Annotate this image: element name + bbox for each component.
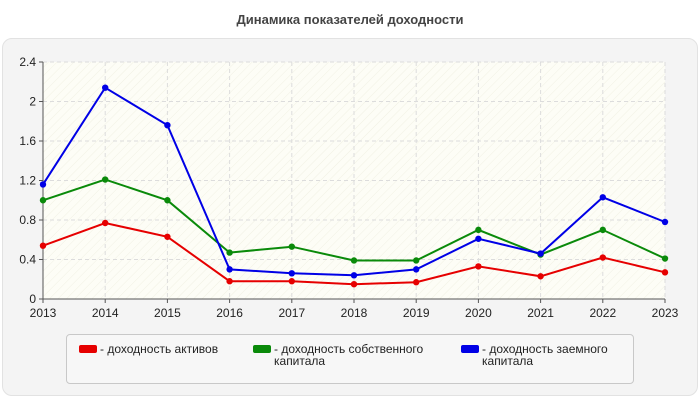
data-point-2 bbox=[537, 250, 544, 257]
data-point-2 bbox=[350, 272, 358, 279]
data-point-2 bbox=[288, 270, 295, 277]
data-point-1 bbox=[39, 197, 47, 204]
y-tick-label: 0.8 bbox=[19, 213, 36, 227]
data-point-0 bbox=[102, 219, 109, 227]
data-point-2 bbox=[164, 122, 171, 129]
data-point-1 bbox=[661, 255, 669, 262]
x-tick-label: 2019 bbox=[403, 306, 430, 320]
data-point-0 bbox=[39, 242, 47, 249]
legend-item-equity: - доходность собственного капитала bbox=[253, 343, 444, 367]
chart-title: Динамика показателей доходности bbox=[236, 12, 464, 27]
data-point-1 bbox=[413, 257, 420, 264]
data-point-0 bbox=[288, 278, 295, 285]
data-point-1 bbox=[350, 257, 358, 264]
data-point-1 bbox=[164, 197, 171, 204]
data-point-2 bbox=[599, 194, 606, 201]
data-point-0 bbox=[350, 280, 358, 288]
x-tick-label: 2021 bbox=[527, 306, 554, 320]
data-point-2 bbox=[661, 218, 669, 226]
data-point-1 bbox=[226, 249, 233, 256]
x-tick-label: 2014 bbox=[92, 306, 119, 320]
data-point-2 bbox=[102, 84, 109, 91]
data-point-2 bbox=[413, 266, 420, 273]
x-tick-label: 2016 bbox=[216, 306, 243, 320]
y-tick-label: 0.4 bbox=[19, 253, 36, 267]
legend-item-assets: - доходность активов bbox=[79, 343, 218, 355]
series-group bbox=[39, 84, 669, 288]
data-point-0 bbox=[661, 269, 669, 276]
data-point-0 bbox=[599, 254, 606, 261]
legend-label-equity: - доходность собственного капитала bbox=[274, 342, 424, 368]
legend-item-debt: - доходность заемного капитала bbox=[461, 343, 632, 367]
x-tick-label: 2018 bbox=[341, 306, 368, 320]
data-point-1 bbox=[102, 176, 109, 183]
y-tick-label: 1.6 bbox=[19, 134, 36, 148]
legend-swatch-equity bbox=[253, 345, 271, 353]
y-tick-label: 2 bbox=[29, 95, 36, 109]
x-tick-label: 2013 bbox=[30, 306, 57, 320]
data-point-0 bbox=[226, 278, 233, 285]
y-tick-label: 2.4 bbox=[19, 55, 36, 69]
x-tick-label: 2020 bbox=[465, 306, 492, 320]
data-point-0 bbox=[164, 233, 171, 240]
data-point-1 bbox=[475, 226, 482, 234]
x-tick-label: 2015 bbox=[154, 306, 181, 320]
legend: - доходность активов - доходность собств… bbox=[66, 334, 634, 384]
x-tick-label: 2017 bbox=[278, 306, 305, 320]
legend-label-assets: - доходность активов bbox=[100, 342, 219, 356]
data-point-0 bbox=[475, 263, 482, 270]
y-tick-label: 0 bbox=[29, 292, 36, 306]
data-point-2 bbox=[39, 181, 47, 188]
legend-swatch-debt bbox=[461, 345, 479, 353]
data-point-0 bbox=[413, 279, 420, 286]
tick-labels: 0 0.4 0.8 1.2 1.6 2 2.4 2013 2014 2015 2016 2017 201… bbox=[19, 55, 678, 320]
legend-swatch-assets bbox=[79, 345, 97, 353]
data-point-2 bbox=[226, 266, 233, 273]
y-tick-label: 1.2 bbox=[19, 174, 36, 188]
x-tick-label: 2023 bbox=[652, 306, 679, 320]
data-point-1 bbox=[288, 243, 295, 250]
data-point-2 bbox=[475, 235, 482, 242]
data-point-1 bbox=[599, 226, 606, 234]
legend-label-debt: - доходность заемного капитала bbox=[482, 342, 608, 368]
x-tick-label: 2022 bbox=[589, 306, 616, 320]
axes bbox=[39, 61, 666, 303]
data-point-0 bbox=[537, 273, 544, 280]
